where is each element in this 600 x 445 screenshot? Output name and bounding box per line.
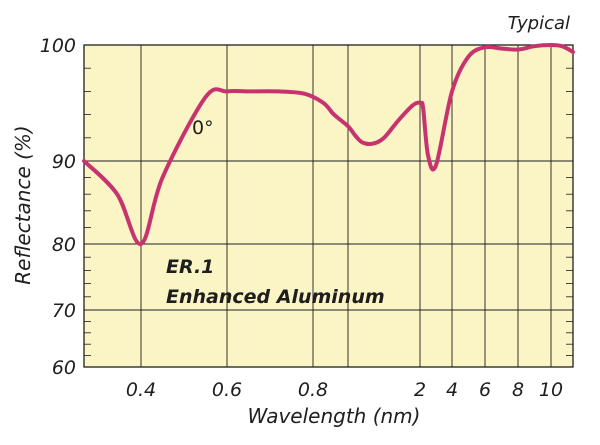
x-tick-labels: 0.4 0.6 0.8 2 4 6 8 10 (126, 379, 563, 401)
x-tick-label: 10 (539, 379, 563, 401)
note-label: Typical (508, 13, 570, 34)
plot-frame (83, 44, 574, 368)
x-axis-title: Wavelength (nm) (248, 404, 421, 428)
grid (84, 45, 573, 367)
series-label: 0° (192, 117, 214, 139)
reflectance-curve (82, 43, 575, 246)
y-tick-label: 60 (52, 357, 76, 379)
y-tick-label: 100 (40, 35, 76, 57)
product-code: ER.1 (166, 256, 214, 278)
x-tick-label: 0.6 (212, 379, 242, 401)
x-tick-label: 2 (414, 379, 426, 401)
y-tick-label: 80 (52, 234, 76, 256)
x-tick-label: 0.4 (126, 379, 156, 401)
minor-ticks (84, 67, 573, 357)
x-tick-label: 0.8 (298, 379, 328, 401)
x-tick-label: 8 (512, 379, 524, 401)
x-tick-label: 6 (479, 379, 491, 401)
x-tick-label: 4 (446, 379, 458, 401)
y-tick-label: 90 (52, 151, 76, 173)
y-tick-labels: 60 70 80 90 100 (40, 35, 76, 379)
y-tick-label: 70 (52, 300, 76, 322)
product-name: Enhanced Aluminum (166, 286, 385, 308)
plot-background (84, 45, 573, 367)
y-axis-title: Reflectance (%) (11, 125, 35, 284)
